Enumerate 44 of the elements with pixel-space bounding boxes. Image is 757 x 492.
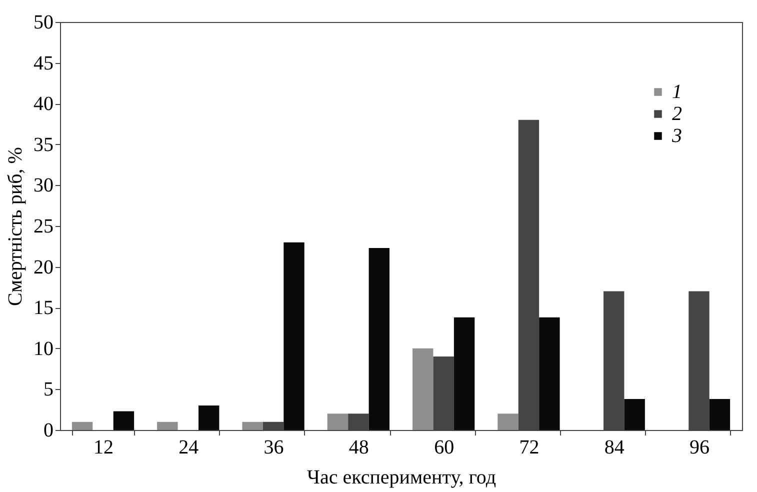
bar (709, 398, 730, 430)
bar (412, 348, 434, 430)
x-tick-label: 60 (434, 436, 454, 458)
y-tick-label: 5 (44, 378, 54, 401)
bar (348, 414, 369, 430)
y-tick-label: 45 (34, 52, 54, 74)
y-tick-label: 20 (34, 256, 54, 278)
bar (113, 411, 134, 430)
y-tick-label: 50 (34, 12, 54, 34)
y-tick-label: 40 (34, 93, 54, 116)
y-tick-label: 15 (34, 297, 54, 320)
x-tick-label: 24 (178, 436, 199, 458)
x-tick-label: 48 (348, 436, 369, 458)
x-axis-title: Час експерименту, год (306, 466, 496, 488)
x-tick-label: 36 (264, 436, 284, 458)
bar (539, 317, 560, 430)
x-tick-label: 12 (93, 436, 114, 458)
bar (157, 422, 178, 430)
bar (368, 248, 390, 430)
x-tick-label: 84 (604, 436, 624, 458)
bar (433, 356, 454, 430)
y-tick-label: 25 (34, 216, 54, 238)
legend-label: 2 (672, 103, 682, 125)
x-tick-label: 96 (690, 436, 710, 458)
bar (624, 398, 645, 430)
bar (198, 406, 220, 430)
y-tick-label: 10 (34, 338, 54, 360)
bar (327, 414, 348, 430)
bar (498, 414, 518, 430)
x-tick-label: 72 (519, 436, 540, 458)
y-axis-title: Смертність риб, % (4, 147, 26, 306)
bar (262, 422, 284, 430)
bar (72, 422, 93, 430)
bar (284, 242, 304, 430)
bar (518, 120, 540, 430)
y-tick-label: 30 (34, 174, 54, 197)
bar (242, 422, 263, 430)
y-tick-label: 0 (44, 420, 54, 442)
bar (604, 291, 624, 430)
legend-label: 3 (671, 125, 682, 147)
legend-label: 1 (672, 81, 682, 103)
y-tick-label: 35 (34, 134, 54, 156)
bar (688, 291, 710, 430)
bar (454, 317, 475, 430)
